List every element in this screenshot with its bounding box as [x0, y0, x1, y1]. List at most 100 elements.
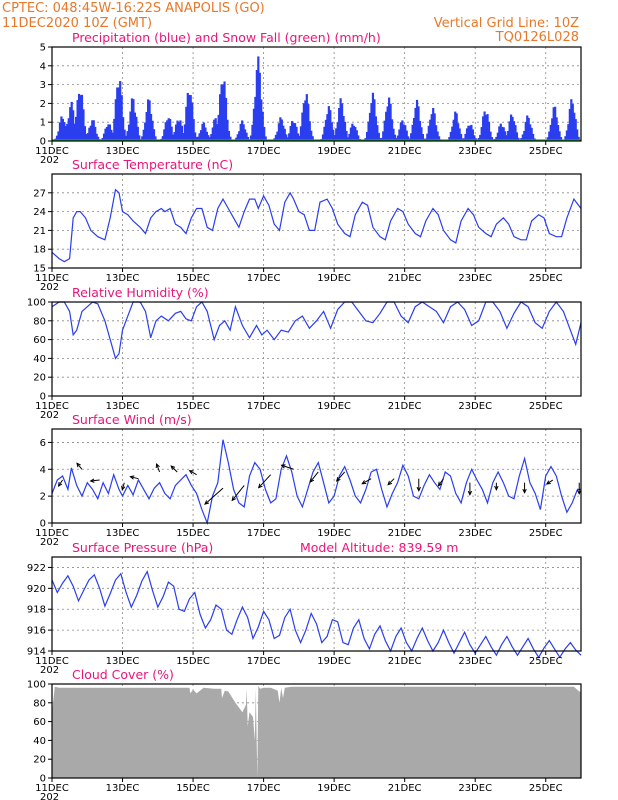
y-tick-label: 24 [33, 207, 46, 218]
y-tick-label: 5 [40, 43, 46, 54]
precip-bar [299, 126, 303, 141]
x-tick-label: 19DEC [317, 273, 351, 284]
y-tick-label: 27 [33, 188, 46, 199]
precip-bar [107, 124, 110, 141]
precip-bar [455, 113, 458, 141]
precip-bar [368, 112, 372, 141]
precip-bar [92, 120, 95, 141]
precip-bar [305, 94, 308, 141]
panel-frame [51, 683, 582, 779]
precip-bar [295, 126, 298, 141]
x-year-label: 202 [40, 410, 59, 421]
pressure-annotation: Model Altitude: 839.59 m [300, 540, 458, 555]
precip-bar [188, 94, 191, 141]
x-year-label: 202 [40, 282, 59, 293]
precip-bar [327, 106, 330, 141]
precip-bar [170, 126, 173, 141]
y-tick-label: 2 [40, 492, 46, 503]
x-year-label: 202 [40, 665, 59, 676]
precip-bar [293, 123, 297, 141]
wind-arrow-head [387, 480, 393, 486]
precip-bar [451, 126, 454, 141]
precip-bar [173, 132, 176, 141]
precip-bar [386, 106, 389, 141]
precip-bar [80, 94, 84, 141]
precip-bar [404, 125, 407, 141]
precip-bar [64, 126, 67, 141]
precip-bar [410, 133, 413, 141]
precip-bar [311, 136, 314, 141]
precip-bar [521, 134, 524, 141]
precip-bar [296, 133, 300, 141]
precip-title: Precipitation (blue) and Snow Fall (gree… [72, 30, 381, 45]
precip-bar [126, 131, 129, 141]
precip-bar [504, 131, 507, 141]
x-tick-label: 23DEC [458, 783, 492, 794]
precip-bar [495, 136, 498, 141]
precip-bar [411, 124, 414, 141]
precip-bar [511, 116, 514, 141]
precip-bar [454, 111, 457, 141]
precip-bar [198, 133, 201, 141]
x-tick-label: 19DEC [317, 528, 351, 539]
precip-bar [227, 130, 231, 141]
precip-bar [254, 96, 257, 141]
precip-bar [113, 118, 116, 141]
precip-bar [91, 120, 94, 141]
wind-arrow-head [170, 465, 176, 470]
pressure-title: Surface Pressure (hPa) [72, 540, 213, 555]
precip-bar [285, 134, 288, 141]
precip-bar [574, 119, 577, 141]
x-tick-label: 15DEC [176, 528, 210, 539]
precip-bar [108, 124, 112, 141]
precip-bar [166, 120, 169, 141]
precip-bar [252, 108, 256, 141]
precip-bar [433, 113, 436, 141]
precip-bar [429, 119, 432, 141]
precip-bar [512, 121, 516, 141]
y-tick-label: 4 [40, 465, 46, 476]
precip-bar [385, 111, 388, 141]
precip-bar [161, 136, 164, 141]
precip-bar [377, 132, 380, 141]
cloud-cover-area [52, 685, 581, 778]
precip-bar [154, 136, 157, 141]
precip-bar [217, 114, 220, 141]
wind-arrow-head [437, 481, 443, 487]
precip-bar [398, 129, 401, 141]
precip-bar [216, 124, 219, 141]
x-tick-label: 21DEC [388, 273, 422, 284]
precip-bar [527, 117, 530, 141]
precip-bar [399, 122, 402, 141]
x-tick-label: 25DEC [529, 656, 563, 667]
precip-bar [282, 125, 285, 141]
precip-bar [104, 128, 107, 141]
precip-bar [86, 133, 89, 141]
x-tick-label: 21DEC [388, 656, 422, 667]
precip-bar [421, 134, 425, 141]
precip-bar [66, 123, 69, 141]
x-year-label: 202 [40, 155, 59, 166]
y-tick-label: 18 [33, 245, 46, 256]
precip-bar [292, 122, 295, 141]
panel-cloud: 0 20 40 60 80 100 11DEC 13DEC 15DEC 17DEC 19DEC 21D… [27, 667, 582, 800]
precip-bar [354, 127, 357, 141]
wind-arrow [121, 482, 125, 490]
panel-rh: 0 20 40 60 80 100 11DEC 13DEC 15DEC 17DEC 19DEC 21D… [27, 285, 582, 421]
precip-bar [151, 120, 154, 141]
precip-bar [355, 130, 358, 141]
precip-bar [258, 72, 261, 141]
precip-bar [152, 129, 156, 141]
precip-bar [136, 126, 139, 141]
precip-bar [261, 111, 264, 141]
precip-bar [289, 125, 292, 141]
precip-bar [333, 135, 336, 141]
precip-bar [246, 136, 250, 141]
x-tick-label: 25DEC [529, 401, 563, 412]
precip-bar [558, 131, 561, 141]
y-tick-label: 0 [40, 137, 46, 148]
precip-bar [177, 121, 181, 141]
y-tick-label: 80 [33, 698, 46, 709]
x-tick-label: 11DEC [35, 146, 69, 157]
